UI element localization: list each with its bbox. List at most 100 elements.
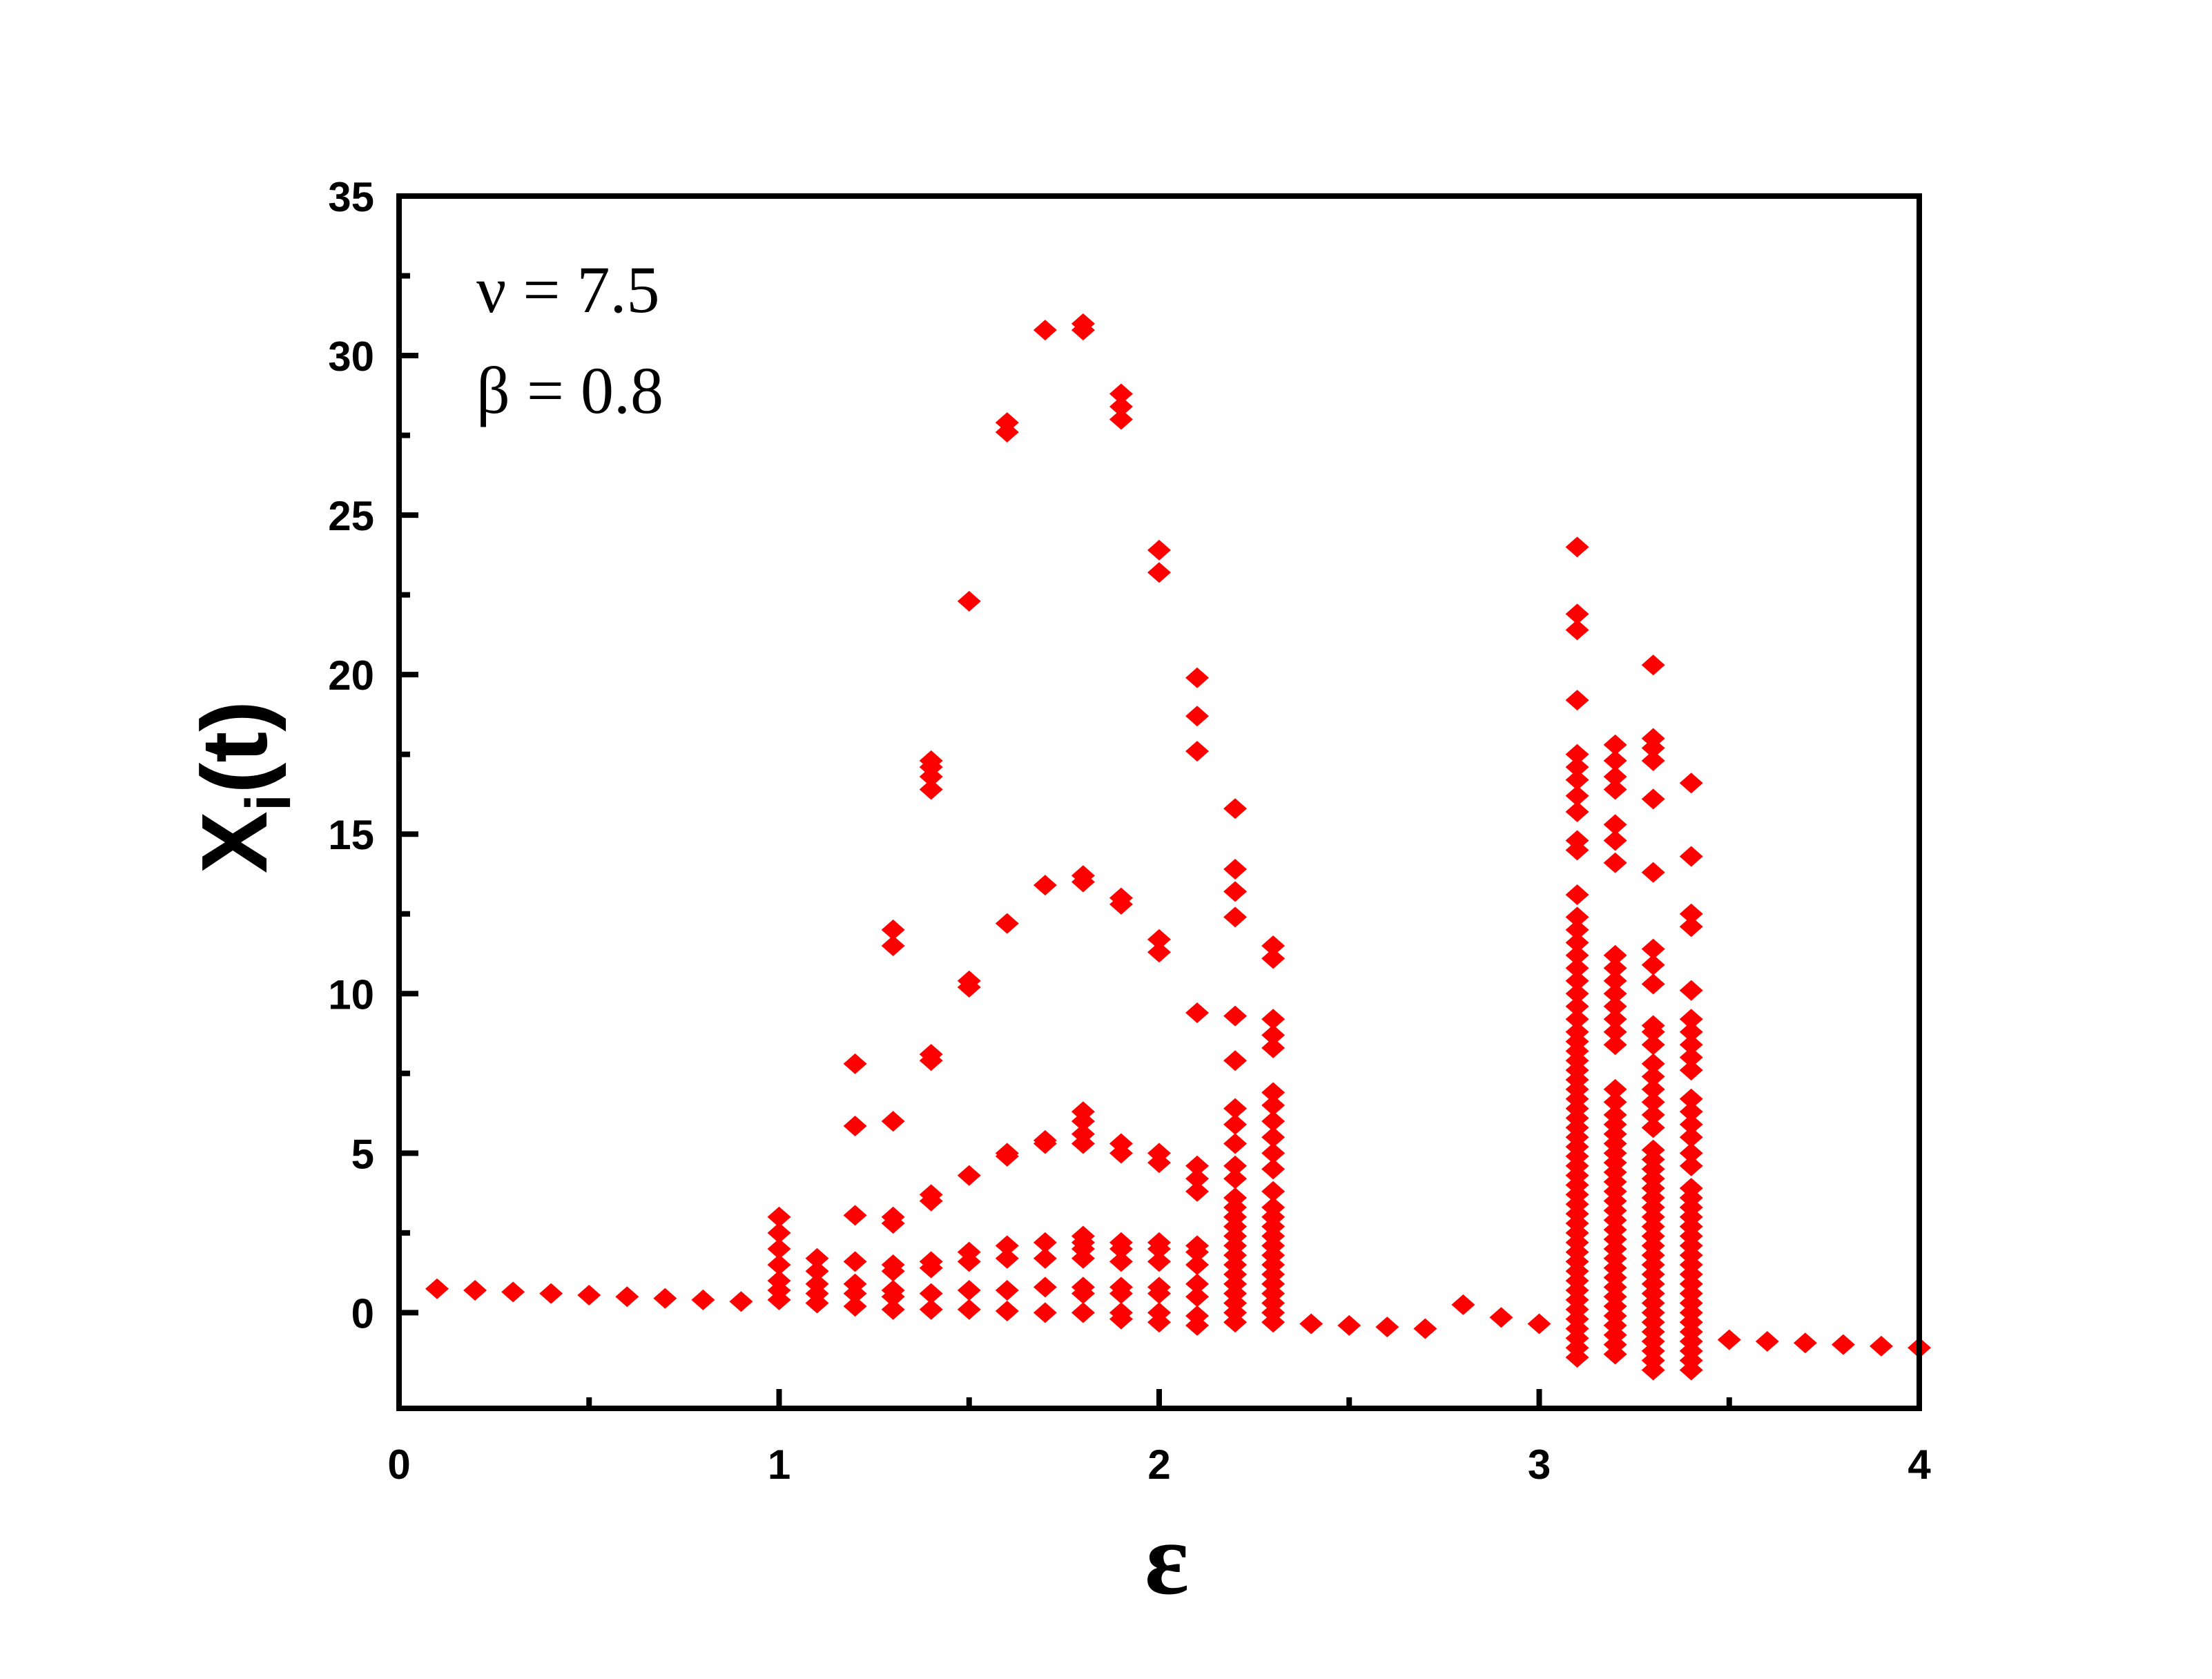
data-point [1223,798,1248,819]
data-point [805,1273,829,1294]
y-tick-label: 20 [328,652,374,699]
data-point [463,1280,487,1301]
data-point [1223,881,1248,902]
data-point [1565,769,1589,790]
data-point [729,1291,753,1312]
data-point [767,1206,791,1227]
y-axis-title-subscript: i [233,794,304,812]
data-point [1185,1235,1210,1256]
data-point [1641,1053,1665,1074]
data-point [1375,1317,1399,1338]
data-point [1261,1095,1286,1116]
data-point [1641,1015,1665,1036]
data-point [539,1283,563,1304]
data-point [1185,1273,1210,1294]
data-point [805,1261,829,1282]
y-tick-label: 5 [351,1131,374,1177]
data-point [1223,1114,1248,1135]
data-point [1869,1335,1893,1357]
data-point [1565,690,1589,711]
data-point [1261,1037,1286,1058]
y-tick-label: 10 [328,971,374,1018]
data-point [1109,887,1133,909]
data-point [1451,1294,1475,1315]
data-point [767,1222,791,1243]
data-point [1603,1078,1627,1100]
data-point [1071,1101,1095,1123]
x-axis-title: ε [1145,1502,1189,1616]
annotation-beta: β = 0.8 [476,353,663,427]
data-point [919,1251,943,1272]
data-point [1641,1034,1665,1056]
data-point [957,1280,981,1301]
data-point [1147,539,1171,561]
data-point [1565,536,1589,558]
data-point [1147,1277,1171,1298]
data-point [1223,1050,1248,1071]
data-point [1147,1251,1171,1272]
data-point [957,1165,981,1186]
data-point [1565,801,1589,822]
data-point [881,1206,905,1227]
data-point [1793,1332,1817,1354]
data-point [1147,942,1171,963]
data-point [957,970,981,991]
data-point [1261,1158,1286,1180]
y-tick-label: 30 [328,333,374,380]
data-point [995,412,1019,434]
data-point [957,1241,981,1263]
data-point [1641,728,1665,749]
data-point [919,1044,943,1065]
data-point [1603,1091,1627,1113]
data-point [919,1283,943,1304]
data-point [1261,1181,1286,1202]
data-point [1565,983,1589,1005]
data-point [1109,396,1133,417]
data-point [1223,1005,1248,1027]
data-point [881,935,905,956]
data-point [1565,757,1589,778]
data-point [1603,944,1627,966]
data-point [1261,1143,1286,1164]
y-tick-labels: 0 5 10 15 20 25 30 35 [328,174,374,1337]
data-point [1565,1009,1589,1030]
data-point [1261,1111,1286,1132]
data-point [1679,1034,1703,1056]
data-point [1109,1302,1133,1323]
y-tick-label: 35 [328,174,374,220]
data-point [1603,779,1627,800]
data-point [1679,903,1703,924]
data-point [1071,313,1095,334]
data-point [691,1289,715,1310]
data-point [843,1116,867,1137]
data-point [995,913,1019,934]
data-point [1299,1313,1323,1335]
data-point [1603,970,1627,991]
data-point [1755,1330,1779,1352]
y-tick-label: 25 [328,493,374,539]
data-point [1679,1127,1703,1148]
data-point [1603,852,1627,873]
data-point [1185,1305,1210,1326]
data-point [1603,766,1627,788]
data-point [919,1299,943,1320]
data-point [1223,1168,1248,1190]
data-point [1679,1143,1703,1164]
data-point [1109,383,1133,405]
x-tick-label: 2 [1147,1442,1170,1488]
data-point [615,1286,639,1308]
data-point [1033,1232,1057,1253]
data-point [1413,1318,1437,1339]
data-point [1603,1104,1627,1125]
data-point [1679,773,1703,794]
data-point [1565,906,1589,928]
data-point [1185,1254,1210,1276]
data-point [1033,1248,1057,1269]
data-point [1223,906,1248,928]
data-point [1261,1009,1286,1030]
data-point [1831,1334,1855,1355]
data-point [1185,706,1210,727]
data-point [995,1301,1019,1322]
data-point [919,779,943,800]
